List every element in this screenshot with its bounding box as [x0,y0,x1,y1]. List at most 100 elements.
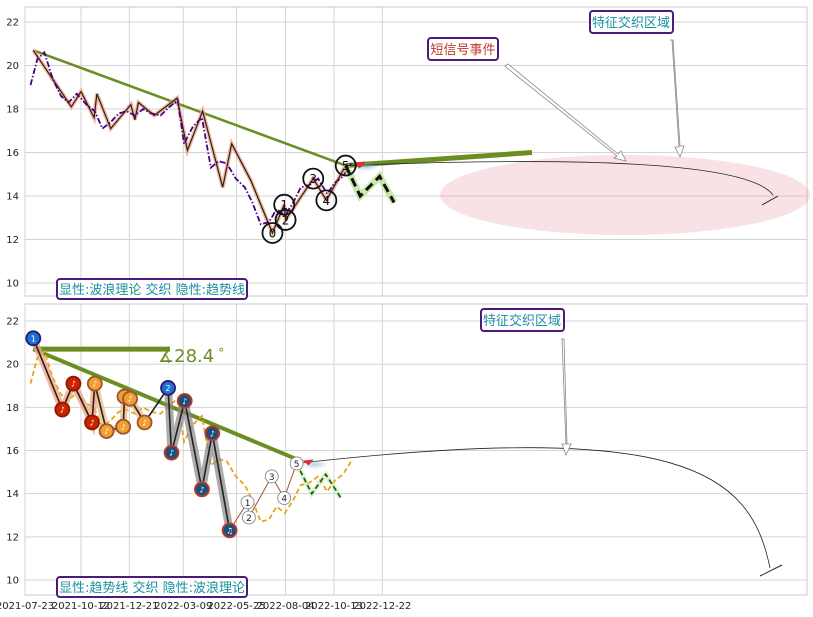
trend-line-highlight [345,150,533,169]
note-marker [54,401,71,418]
wave-label: 5 [294,460,300,470]
bottom-footer-box: 显性:趋势线 交织 隐性:波浪理论 [56,576,248,598]
wave-label-circle [274,209,297,231]
wave-label: 2 [282,213,290,227]
y-tick-label: 18 [6,105,19,116]
bottom-footer-text: 显性:趋势线 交织 隐性:波浪理论 [59,580,245,596]
wave-label: 1 [280,198,288,212]
projection-path [344,164,396,204]
y-tick-label: 18 [6,403,19,414]
x-tick-label: 2021-12-21 [100,601,158,612]
x-tick-label: 2022-03-09 [154,601,212,612]
y-tick-label: 20 [6,360,19,371]
y-tick-label: 16 [6,446,19,457]
annotation-feature-zone-top-text: 特征交织区域 [592,15,670,31]
annotation-short-signal: 短信号事件 [427,37,499,61]
note-marker-label: ♪ [121,423,126,432]
top-footer-text: 显性:波浪理论 交织 隐性:趋势线 [59,282,245,298]
wave-label-circle [315,189,338,212]
trend-angle-unit: ° [218,346,224,360]
y-tick-label: 16 [6,148,19,159]
wave-label: 3 [269,473,275,483]
price-series [29,349,352,523]
arrow-feature-zone-top [670,39,685,159]
note-marker [163,444,180,461]
x-tick-label: 2022-05-25 [207,601,265,612]
note-marker-label: ♪ [92,380,97,389]
projection-end-cap [759,564,783,577]
note-marker [122,390,138,407]
wave-label-circle [261,222,284,244]
y-tick-label: 12 [6,235,19,246]
note-marker [84,414,100,431]
note-marker [115,418,132,435]
note-marker [221,522,238,539]
wave-label: 2 [246,514,252,524]
top-footer-box: 显性:波浪理论 交织 隐性:趋势线 [56,278,248,300]
y-tick-label: 20 [6,61,19,72]
x-tick-label: 2021-07-23 [0,601,54,612]
note-marker-label: ♪ [210,429,215,438]
wave-label: 3 [309,172,317,186]
projection-end-cap [761,195,779,206]
wave-label: 5 [342,159,350,173]
note-marker-label: ♪ [128,395,133,404]
arrow-short-signal [504,63,627,162]
annotation-feature-zone-bottom: 特征交织区域 [480,308,565,332]
y-tick-label: 22 [6,317,19,328]
wave-label-circle [264,469,279,484]
note-marker-label: ♪ [199,485,204,494]
x-tick-label: 2022-12-22 [353,601,411,612]
signal-marker [302,459,314,466]
arrow-feature-zone-bottom [561,338,572,457]
y-tick-label: 12 [6,532,19,543]
note-marker [204,425,221,442]
wave-label-circle [240,495,255,510]
bottom-plot-area [24,303,808,596]
wave-label-circle [241,510,256,525]
wave-label: 4 [323,194,331,208]
note-marker [25,330,42,347]
note-marker-label: ♪ [182,397,187,406]
y-tick-label: 10 [6,279,19,290]
x-tick-label: 2021-10-12 [52,601,110,612]
y-tick-label: 10 [6,576,19,587]
note-marker [160,380,176,396]
bottom-y-axis: 10 12 14 16 18 20 22 [6,317,19,587]
note-marker-label: ♪ [89,418,94,427]
note-marker-label: ♪ [169,449,174,458]
annotation-feature-zone-bottom-text: 特征交织区域 [483,313,561,329]
top-marks: 012 34 5 [29,49,779,244]
note-marker-label: ♪ [60,406,65,415]
note-marker [194,481,210,498]
top-plot-area [24,6,808,297]
top-y-axis: 10 12 14 16 18 20 22 [6,18,19,290]
wave-label: 1 [245,499,251,509]
wave-path [32,49,347,235]
note-marker [136,414,153,431]
annotation-feature-zone-top: 特征交织区域 [589,10,674,34]
trend-angle-label: ∡28.4 ° [158,346,224,367]
projection-curve [296,447,771,569]
top-grid [24,7,807,296]
projection-curve [345,161,774,196]
note-marker-label: ♪ [104,427,109,436]
trend-line [32,49,347,167]
wave-label: 0 [269,226,277,240]
y-tick-label: 14 [6,192,19,203]
wave-label-circle [334,154,357,177]
note-marker [98,423,115,439]
annotation-short-signal-text: 短信号事件 [430,43,495,58]
wave-label: 4 [281,494,287,504]
x-tick-label: 2022-10-13 [305,601,363,612]
signal-marker [353,161,366,169]
note-marker-label: ♫ [226,526,233,535]
note-marker-label: ♪ [142,418,147,427]
note-marker-label: ♪ [71,380,76,389]
wave-label-circle [302,167,325,190]
trend-angle-value: 28.4 [174,346,214,367]
y-tick-label: 22 [6,18,19,29]
wave-label-circle [277,491,292,505]
